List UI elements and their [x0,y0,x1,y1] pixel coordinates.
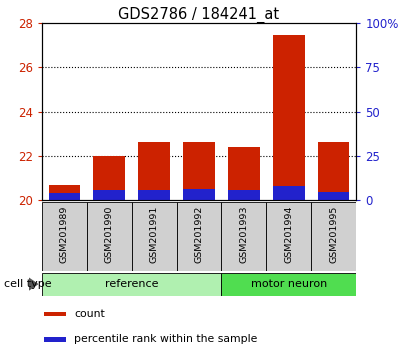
Bar [183,142,215,200]
Text: GSM201990: GSM201990 [105,205,114,263]
Text: percentile rank within the sample: percentile rank within the sample [74,335,258,344]
Polygon shape [29,277,39,291]
Bar [87,202,132,271]
Bar [94,190,125,200]
Bar [183,188,215,200]
Text: GSM201992: GSM201992 [195,205,203,263]
Bar [42,273,221,296]
Bar [139,190,170,200]
Text: count: count [74,309,105,319]
Bar [44,312,66,316]
Text: GSM201995: GSM201995 [329,205,338,263]
Bar [273,186,304,200]
Bar [94,156,125,200]
Text: motor neuron: motor neuron [251,279,327,289]
Bar [318,142,349,200]
Bar [311,202,356,271]
Text: GSM201991: GSM201991 [150,205,158,263]
Text: cell type: cell type [4,279,52,289]
Text: GSM201993: GSM201993 [240,205,248,263]
Bar [228,190,259,200]
Text: reference: reference [105,279,158,289]
Bar [266,202,311,271]
Bar [221,202,266,271]
Text: GSM201994: GSM201994 [284,205,293,263]
Bar [228,147,259,200]
Bar [139,142,170,200]
Title: GDS2786 / 184241_at: GDS2786 / 184241_at [119,7,279,23]
Bar [273,35,304,200]
Bar [177,202,221,271]
Bar [49,184,80,200]
Bar [44,337,66,342]
Bar [318,192,349,200]
Bar [132,202,177,271]
Bar [49,193,80,200]
Text: GSM201989: GSM201989 [60,205,69,263]
Bar [42,202,87,271]
Bar [221,273,356,296]
